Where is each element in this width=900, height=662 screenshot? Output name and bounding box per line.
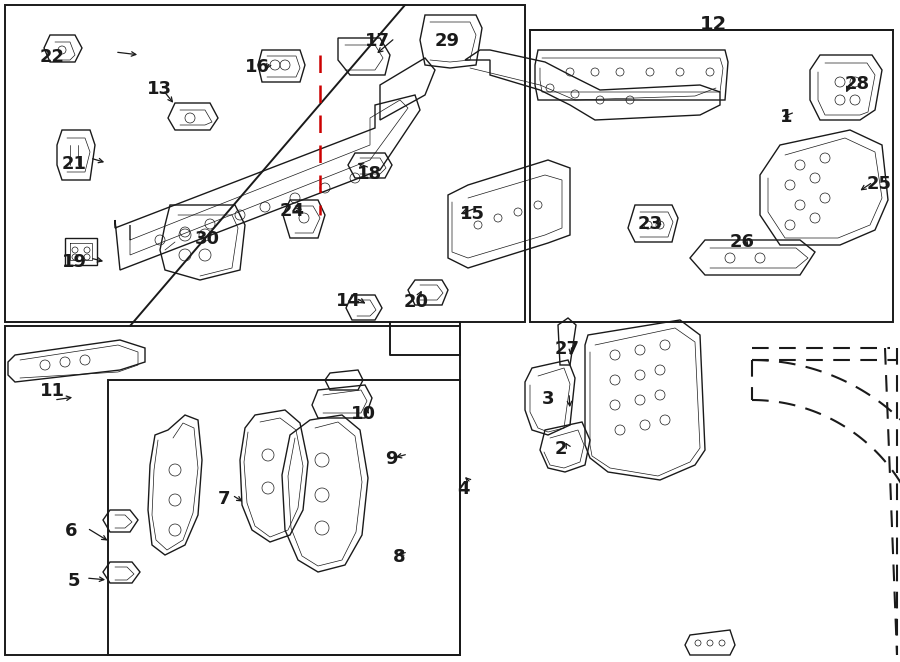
Text: 14: 14 [336, 292, 361, 310]
Text: 8: 8 [393, 548, 406, 566]
Text: 3: 3 [542, 390, 554, 408]
Text: 24: 24 [280, 202, 305, 220]
Text: 25: 25 [867, 175, 892, 193]
Text: 20: 20 [404, 293, 429, 311]
Bar [530, 30, 893, 322]
Text: 17: 17 [365, 32, 390, 50]
Text: 26: 26 [730, 233, 755, 251]
Text: 2: 2 [555, 440, 568, 458]
Text: 11: 11 [40, 382, 65, 400]
Text: 19: 19 [62, 253, 87, 271]
Text: 9: 9 [385, 450, 398, 468]
Text: 5: 5 [68, 572, 80, 590]
Text: 13: 13 [147, 80, 172, 98]
Bar [5, 5, 525, 322]
Bar [5, 326, 460, 655]
Text: 29: 29 [435, 32, 460, 50]
Text: 27: 27 [555, 340, 580, 358]
Text: 6: 6 [65, 522, 77, 540]
Text: 23: 23 [638, 215, 663, 233]
Text: 10: 10 [351, 405, 376, 423]
Text: 21: 21 [62, 155, 87, 173]
Text: 22: 22 [40, 48, 65, 66]
Bar [108, 380, 460, 655]
Text: 15: 15 [460, 205, 485, 223]
Text: 7: 7 [218, 490, 230, 508]
Text: 16: 16 [245, 58, 270, 76]
Text: 12: 12 [700, 15, 727, 34]
Text: 18: 18 [357, 165, 382, 183]
Text: 4: 4 [457, 480, 470, 498]
Text: 30: 30 [195, 230, 220, 248]
Text: 28: 28 [845, 75, 870, 93]
Text: 1: 1 [780, 108, 793, 126]
